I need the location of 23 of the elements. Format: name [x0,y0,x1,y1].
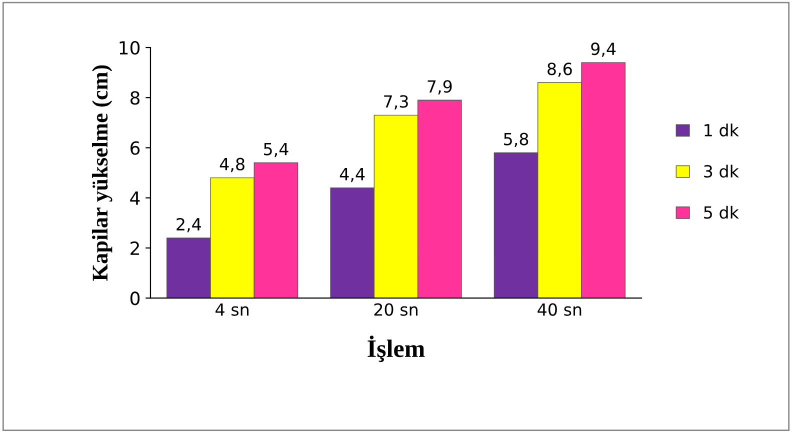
x-tick-label: 4 sn [216,303,248,316]
data-label: 8,6 [548,62,572,77]
legend-label: 1 dk [704,124,739,137]
y-tick-label: 2 [130,241,139,255]
x-tick-label: 40 sn [538,303,582,316]
data-label: 7,3 [384,95,408,110]
y-axis-title: Kapilar yükselme (cm) [92,65,112,281]
data-label: 9,4 [591,42,616,57]
y-tick-label: 0 [130,292,140,306]
data-label: 2,4 [176,218,201,232]
x-axis-title: İşlem [368,336,425,362]
y-tick-label: 4 [130,192,140,205]
legend-label: 3 dk [704,164,739,178]
data-label: 5,4 [264,142,288,158]
y-tick-label: 6 [130,141,140,155]
data-label: 7,9 [428,80,452,94]
legend-label: 5 dk [704,206,739,219]
y-tick-label: 8 [130,91,140,105]
data-label: 5,8 [504,132,528,148]
data-label: 4,8 [220,158,244,172]
data-label: 4,4 [340,168,365,182]
y-tick-label: 10 [120,40,140,55]
x-tick-label: 20 sn [374,303,418,316]
